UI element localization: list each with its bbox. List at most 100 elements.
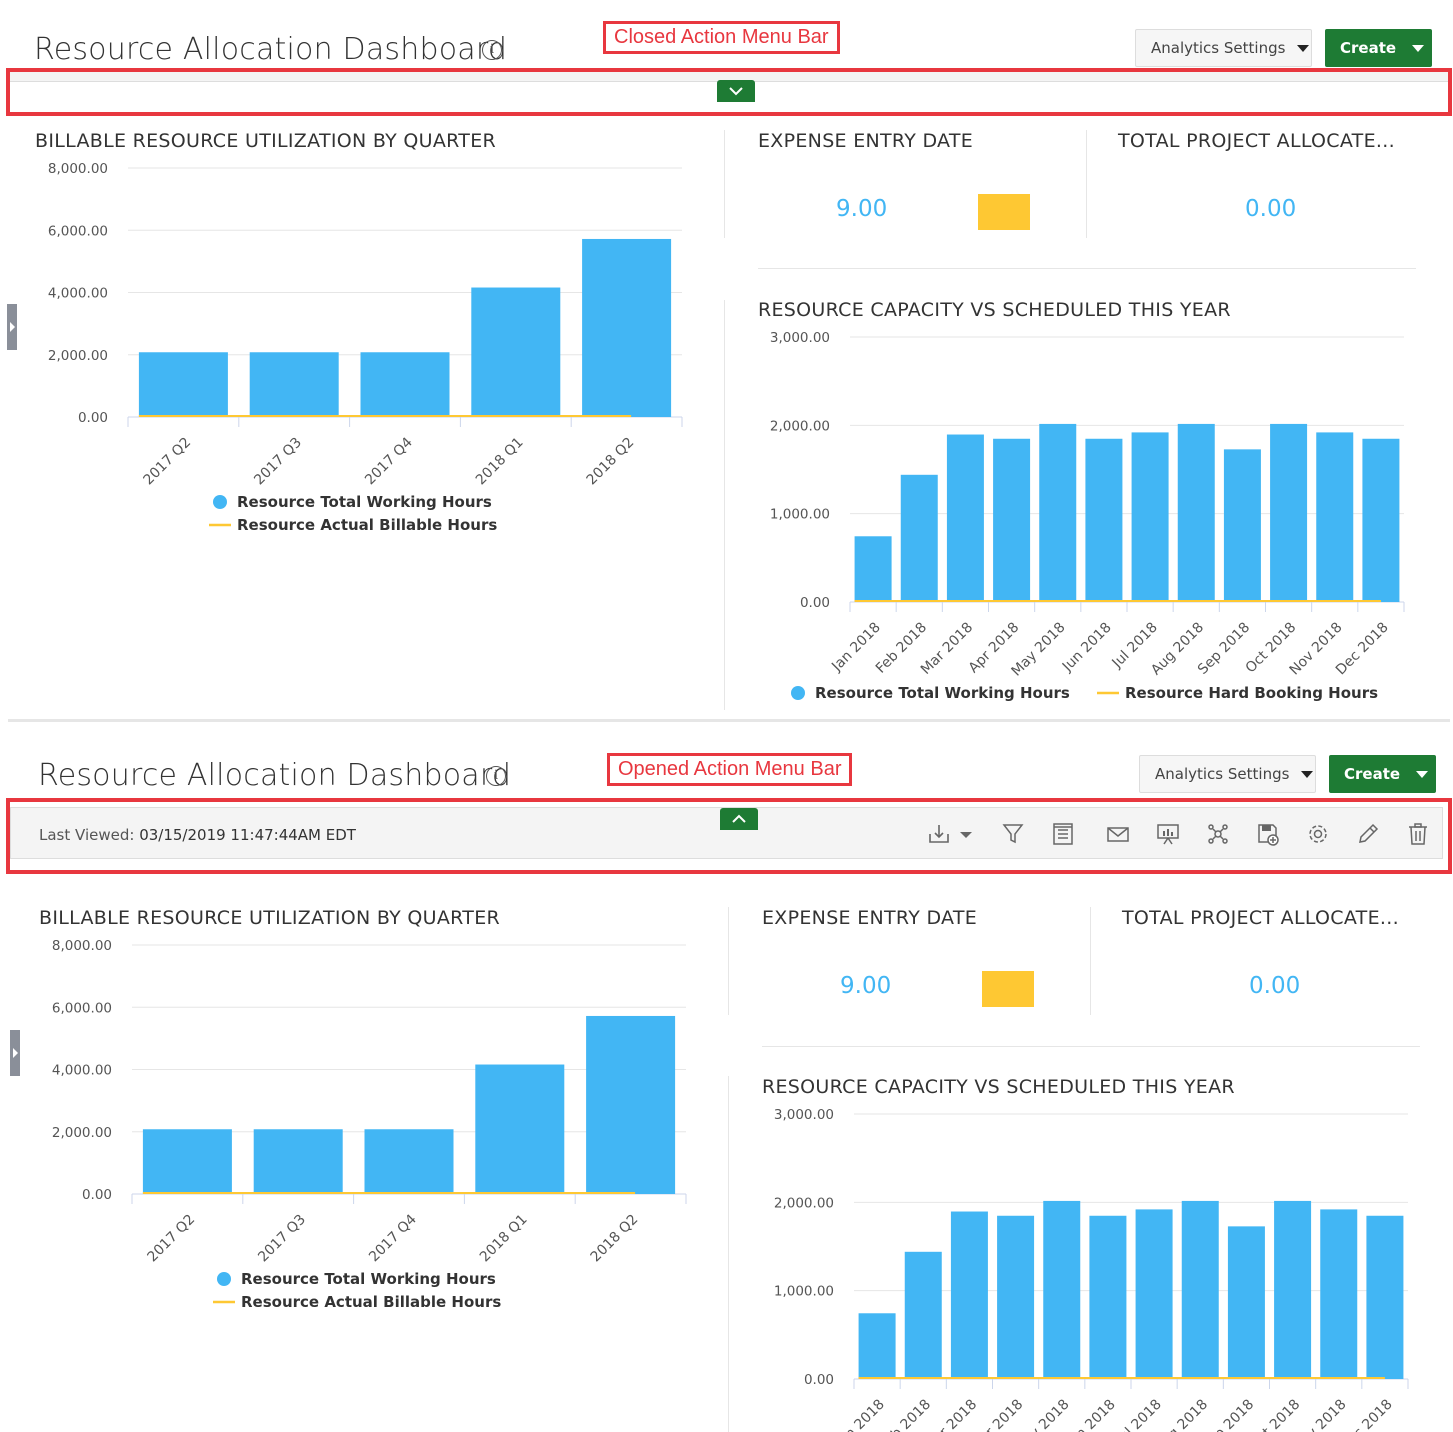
chart-bar <box>471 287 561 417</box>
create-button[interactable]: Create <box>1325 29 1432 67</box>
screenshot-divider <box>8 719 1450 722</box>
x-category-label: Feb 2018 <box>877 1397 934 1432</box>
legend-label: Resource Total Working Hours <box>237 493 492 511</box>
chart-bar <box>950 1211 988 1379</box>
x-category-label: Mar 2018 <box>922 1397 980 1432</box>
x-category-label: 2018 Q1 <box>477 1212 531 1266</box>
page-title: Resource Allocation Dashboard <box>38 758 512 793</box>
y-tick-label: 2,000.00 <box>52 1125 112 1141</box>
x-category-label: 2017 Q3 <box>255 1212 309 1266</box>
y-tick-label: 3,000.00 <box>774 1107 834 1123</box>
x-category-label: Jan 2018 <box>832 1397 888 1432</box>
expense-card-title: EXPENSE ENTRY DATE <box>762 907 978 929</box>
last-viewed-value: 03/15/2019 11:47:44AM EDT <box>139 826 356 844</box>
side-panel-handle[interactable] <box>10 1030 20 1076</box>
last-viewed: Last Viewed: 03/15/2019 11:47:44AM EDT <box>39 826 356 844</box>
expand-menu-toggle[interactable] <box>717 80 755 102</box>
chart-bar <box>946 434 984 602</box>
annotation-closed-label: Closed Action Menu Bar <box>603 21 840 54</box>
expense-card-title: EXPENSE ENTRY DATE <box>758 130 974 152</box>
info-icon[interactable]: i <box>486 766 506 786</box>
y-tick-label: 6,000.00 <box>48 223 108 239</box>
legend-item: Resource Total Working Hours <box>217 1270 496 1288</box>
section-divider <box>762 1046 1420 1047</box>
y-tick-label: 4,000.00 <box>52 1063 112 1079</box>
chart-bar <box>1177 423 1215 602</box>
chart-bar <box>1223 449 1261 602</box>
collapse-menu-toggle[interactable] <box>720 808 758 830</box>
create-label: Create <box>1344 765 1401 783</box>
download-icon[interactable] <box>928 822 972 846</box>
report-icon[interactable] <box>1051 822 1075 846</box>
x-category-label: 2017 Q4 <box>366 1211 420 1265</box>
x-category-label: 2017 Q3 <box>251 435 305 489</box>
chart-bar <box>1085 438 1123 602</box>
chart-bar <box>1181 1200 1219 1379</box>
y-tick-label: 0.00 <box>804 1372 834 1388</box>
legend-item: Resource Total Working Hours <box>213 493 492 511</box>
billable-card-title: BILLABLE RESOURCE UTILIZATION BY QUARTER <box>39 907 500 929</box>
capacity-card-title: RESOURCE CAPACITY VS SCHEDULED THIS YEAR <box>758 299 1231 321</box>
chart-bar <box>364 1129 454 1194</box>
card-divider <box>724 300 725 710</box>
save-icon[interactable] <box>1256 822 1280 846</box>
legend-marker <box>217 1272 231 1286</box>
expense-swatch <box>978 194 1030 230</box>
chart-bar <box>586 1015 676 1194</box>
analytics-settings-button[interactable]: Analytics Settings <box>1139 755 1316 793</box>
chevron-down-icon <box>729 87 743 96</box>
chart-bar <box>1274 1200 1312 1379</box>
chart-bar <box>997 1215 1035 1379</box>
y-tick-label: 0.00 <box>800 595 830 611</box>
expense-swatch <box>982 971 1034 1007</box>
analytics-settings-button[interactable]: Analytics Settings <box>1135 29 1312 67</box>
billable-utilization-chart: 0.00 2,000.00 4,000.00 6,000.00 8,000.00 2017… <box>48 161 683 534</box>
presentation-icon[interactable] <box>1156 822 1180 846</box>
side-panel-handle[interactable] <box>7 304 17 350</box>
trash-icon[interactable] <box>1406 822 1430 846</box>
y-tick-label: 6,000.00 <box>52 1000 112 1016</box>
y-tick-label: 3,000.00 <box>770 330 830 346</box>
chart-bar <box>1227 1226 1265 1379</box>
create-label: Create <box>1340 39 1397 57</box>
card-divider <box>1086 130 1087 238</box>
gear-icon[interactable] <box>1306 822 1330 846</box>
edit-icon[interactable] <box>1356 822 1380 846</box>
legend-label: Resource Actual Billable Hours <box>241 1293 501 1311</box>
dashboard-opened-menu: Resource Allocation Dashboard i Opened A… <box>0 726 1453 1432</box>
expense-value: 9.00 <box>840 973 892 999</box>
x-category-label: Nov 2018 <box>1291 1397 1350 1432</box>
x-category-label: Oct 2018 <box>1247 1397 1304 1432</box>
legend-item: Resource Actual Billable Hours <box>209 516 497 534</box>
annotation-opened-label: Opened Action Menu Bar <box>607 753 853 786</box>
legend-marker <box>213 495 227 509</box>
capacity-card-title: RESOURCE CAPACITY VS SCHEDULED THIS YEAR <box>762 1076 1235 1098</box>
create-button[interactable]: Create <box>1329 755 1436 793</box>
chevron-down-icon <box>1416 770 1429 778</box>
legend-item: Resource Actual Billable Hours <box>213 1293 501 1311</box>
analytics-settings-label: Analytics Settings <box>1155 765 1290 783</box>
x-category-label: 2017 Q4 <box>362 434 416 488</box>
x-category-label: 2018 Q2 <box>584 435 638 489</box>
y-tick-label: 2,000.00 <box>774 1195 834 1211</box>
filter-icon[interactable] <box>1001 822 1025 846</box>
card-divider <box>728 907 729 1015</box>
y-tick-label: 8,000.00 <box>52 938 112 954</box>
chart-bar <box>904 1251 942 1379</box>
network-icon[interactable] <box>1206 822 1230 846</box>
chart-bar <box>1039 423 1077 602</box>
email-icon[interactable] <box>1106 822 1130 846</box>
chart-bar <box>1320 1209 1358 1379</box>
info-icon[interactable]: i <box>482 40 502 60</box>
chart-bar <box>993 438 1031 602</box>
x-category-label: 2018 Q1 <box>473 435 527 489</box>
chart-bar <box>249 352 339 417</box>
analytics-settings-label: Analytics Settings <box>1151 39 1286 57</box>
total-allocation-card-title: TOTAL PROJECT ALLOCATE... <box>1122 907 1399 929</box>
annotation-closed-box <box>6 68 1452 116</box>
x-category-label: Aug 2018 <box>1152 1397 1211 1432</box>
total-allocation-value: 0.00 <box>1245 196 1297 222</box>
chart-bar <box>1043 1200 1081 1379</box>
